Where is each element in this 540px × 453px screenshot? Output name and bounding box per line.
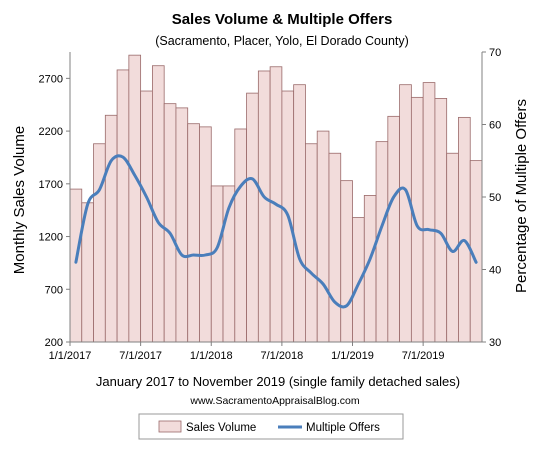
bar-sales-volume — [399, 84, 412, 343]
x-tick-label: 7/1/2019 — [402, 350, 445, 362]
y-tick-label: 1200 — [39, 232, 63, 244]
bar-sales-volume — [305, 143, 318, 343]
bar-sales-volume — [151, 65, 165, 343]
bar-sales-volume — [234, 128, 247, 343]
y2-axis-label: Percentage of Multiple Offers — [513, 99, 530, 293]
bar-sales-volume — [316, 130, 330, 343]
line-multiple-offers — [74, 154, 478, 309]
bar-sales-volume — [140, 90, 153, 343]
bar-sales-volume — [458, 116, 471, 343]
x-tick-label: 1/1/2017 — [49, 350, 92, 362]
legend-label-sales-volume: Sales Volume — [186, 422, 256, 434]
bar-sales-volume — [128, 54, 142, 343]
bar-sales-volume — [328, 152, 342, 343]
y-axis-label: Monthly Sales Volume — [11, 126, 28, 274]
x-tick-label: 1/1/2018 — [190, 350, 233, 362]
bar-sales-volume — [69, 188, 83, 343]
x-tick-label: 7/1/2018 — [260, 350, 303, 362]
y-tick-label: 2200 — [39, 126, 63, 138]
bar-sales-volume — [422, 82, 436, 343]
bar-sales-volume — [93, 143, 106, 343]
plot-area: 200 700 1200 1700 2200 2700 30 40 50 60 70 1/1/2017… — [39, 47, 502, 362]
legend: Sales Volume Multiple Offers — [138, 413, 404, 440]
y-tick-label: 700 — [45, 284, 63, 296]
bar-sales-volume — [340, 180, 353, 343]
bar-sales-volume — [116, 69, 130, 343]
bar-sales-volume — [410, 96, 424, 343]
bar-sales-volume — [257, 70, 271, 343]
bar-sales-volume — [175, 107, 189, 343]
y2-tick-label: 60 — [489, 120, 501, 132]
x-axis-label: January 2017 to November 2019 (single fa… — [96, 374, 460, 389]
source-credit: www.SacramentoAppraisalBlog.com — [189, 395, 359, 407]
legend-box — [138, 413, 404, 440]
bar-sales-volume — [187, 123, 200, 343]
bar-sales-volume — [163, 103, 177, 343]
legend-label-multiple-offers: Multiple Offers — [306, 422, 380, 434]
chart-subtitle: (Sacramento, Placer, Yolo, El Dorado Cou… — [155, 34, 409, 48]
legend-swatch-sales-volume — [158, 420, 182, 433]
bar-sales-volume — [199, 126, 212, 343]
bar-sales-volume — [104, 114, 118, 343]
y2-tick-label: 70 — [489, 47, 501, 59]
bar-sales-volume — [293, 84, 306, 343]
y2-tick-label: 40 — [489, 265, 501, 277]
x-tick-label: 7/1/2017 — [119, 350, 162, 362]
y-tick-label: 1700 — [39, 179, 63, 191]
bar-sales-volume — [352, 217, 365, 343]
x-tick-label: 1/1/2019 — [331, 350, 374, 362]
y-tick-label: 200 — [45, 337, 63, 349]
y2-tick-label: 30 — [489, 337, 501, 349]
bar-sales-volume — [246, 92, 259, 343]
y-tick-label: 2700 — [39, 73, 63, 85]
y2-tick-label: 50 — [489, 192, 501, 204]
bar-sales-volume — [434, 98, 448, 343]
bar-sales-volume — [387, 115, 400, 343]
chart-title: Sales Volume & Multiple Offers — [172, 11, 393, 28]
bar-sales-volume — [210, 185, 224, 343]
